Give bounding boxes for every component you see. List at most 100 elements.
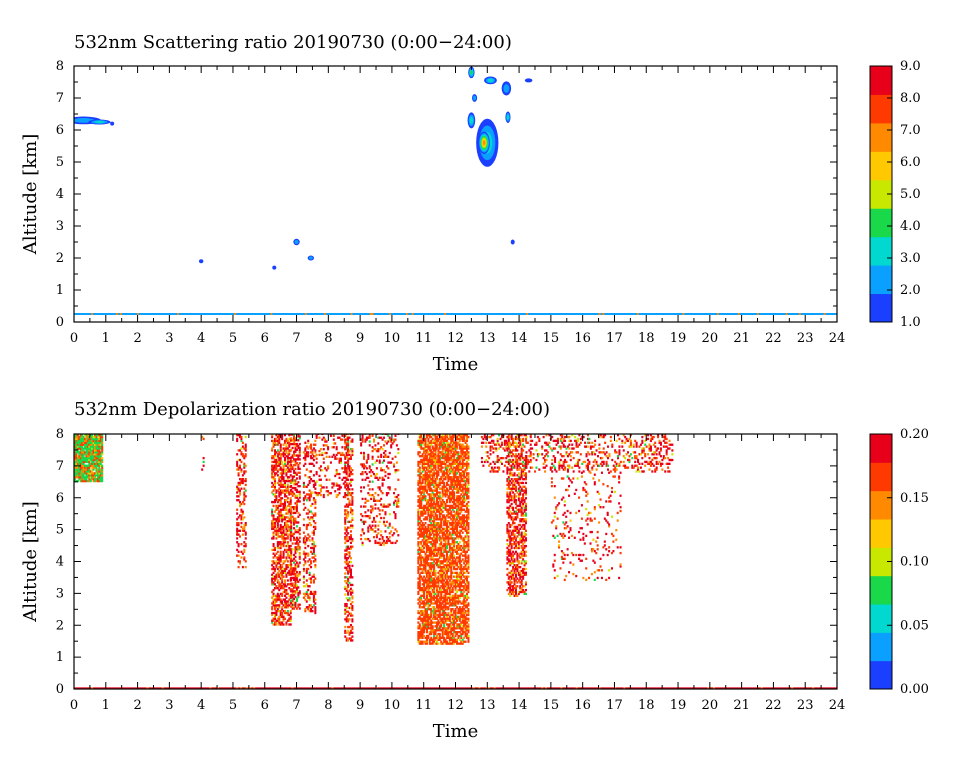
data-cell [85,458,88,462]
surface-layer-segment [285,313,288,315]
data-cell [82,456,85,460]
data-cell [286,466,289,469]
data-cell [427,447,430,450]
data-cell [82,460,85,464]
data-cell [383,436,386,439]
data-cell [98,445,101,448]
data-cell [79,477,82,481]
data-cell [278,441,281,444]
surface-layer-segment [224,687,227,689]
data-cell [430,493,433,496]
data-cell [435,629,438,632]
data-cell [312,573,315,576]
surface-layer-segment [192,313,195,315]
data-cell [418,548,421,552]
surface-layer-segment [331,687,334,689]
data-cell [278,529,281,532]
data-cell [294,548,297,551]
data-cell [433,634,436,638]
data-cell [295,586,298,589]
data-cell [314,521,317,525]
data-cell [295,540,298,543]
data-cell [427,598,430,601]
data-cell [434,514,437,517]
data-cell [384,449,387,453]
data-cell [423,506,426,509]
data-cell [430,609,433,613]
data-cell [423,579,426,582]
data-cell [434,487,437,490]
data-cell [421,535,424,538]
data-cell [421,630,424,634]
data-cell [377,486,380,489]
data-cell [308,481,311,485]
surface-layer-segment [342,313,346,315]
data-cell [311,575,314,578]
surface-layer-segment [806,313,809,315]
data-cell [437,615,440,618]
data-cell [278,483,281,487]
data-cell [351,440,354,443]
data-cell [388,436,391,439]
surface-layer-segment [766,687,769,689]
data-cell [348,501,351,504]
surface-layer-segment [651,313,655,315]
data-cell [374,492,377,495]
data-cell [420,571,423,575]
data-cell [308,596,311,599]
data-cell [75,472,78,475]
surface-layer-segment [800,687,803,689]
data-cell [433,554,436,557]
data-cell [435,485,438,488]
data-cell [290,507,293,511]
data-cell [384,513,387,516]
data-cell [99,455,102,458]
data-cell [324,467,327,470]
data-cell [282,466,285,469]
data-cell [427,569,430,573]
surface-layer-segment [817,313,821,315]
data-cell [291,590,294,593]
x-tick-label: 19 [670,331,687,346]
data-cell [290,530,293,534]
data-cell [338,472,341,476]
data-cell [272,533,275,536]
data-cell [81,451,84,454]
data-cell [335,446,338,449]
data-cell [294,463,297,467]
data-cell [282,529,285,532]
data-cell [314,608,317,611]
data-cell [240,468,243,471]
data-cell [388,513,391,516]
data-cell [434,632,437,636]
data-cell [310,579,313,582]
data-cell [349,530,352,533]
data-cell [311,556,314,559]
data-cell [98,443,101,446]
data-cell [286,460,289,464]
data-cell [388,488,391,491]
data-cell [368,467,371,470]
data-cell [79,458,82,462]
data-cell [318,453,321,457]
data-cell [417,638,420,641]
data-cell [84,443,87,446]
data-cell [285,468,288,471]
data-cell [84,441,87,444]
data-cell [298,532,301,536]
data-cell [430,521,433,525]
data-cell [314,525,317,529]
data-cell [288,479,291,483]
surface-layer-segment [562,313,565,315]
surface-layer-segment [362,687,365,689]
data-cell [278,499,281,502]
surface-layer-segment [96,313,100,315]
data-cell [427,500,430,504]
data-cell [312,533,315,536]
data-cell [421,510,424,513]
data-cell [345,545,348,548]
data-cell [283,541,287,544]
data-cell [351,639,354,642]
data-cell [349,602,352,606]
data-cell [351,608,354,611]
